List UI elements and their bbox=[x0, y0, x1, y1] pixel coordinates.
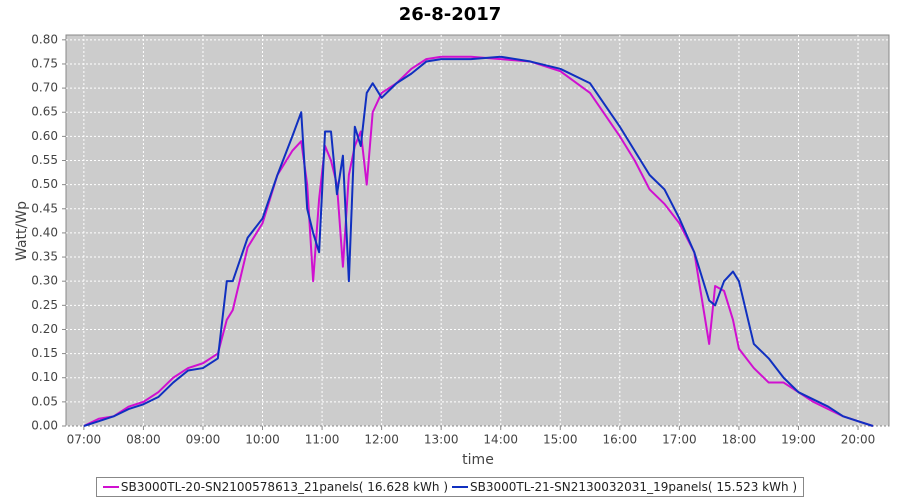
x-tick-label: 14:00 bbox=[483, 433, 518, 447]
x-tick-label: 12:00 bbox=[364, 433, 399, 447]
x-tick-label: 09:00 bbox=[186, 433, 221, 447]
y-tick-label: 0.25 bbox=[31, 298, 58, 312]
y-tick-label: 0.35 bbox=[31, 250, 58, 264]
series-line bbox=[83, 55, 874, 427]
x-axis-label: time bbox=[462, 452, 494, 468]
x-tick-label: 20:00 bbox=[841, 433, 876, 447]
y-tick-label: 0.40 bbox=[31, 225, 58, 239]
y-tick-label: 0.15 bbox=[31, 346, 58, 360]
legend-item: SB3000TL-21-SN2130032031_19panels( 15.52… bbox=[452, 480, 797, 494]
legend-box: SB3000TL-20-SN2100578613_21panels( 16.62… bbox=[95, 477, 805, 497]
y-tick-label: 0.50 bbox=[31, 177, 58, 191]
legend-label: SB3000TL-20-SN2100578613_21panels( 16.62… bbox=[120, 480, 448, 494]
legend-swatch bbox=[452, 486, 468, 488]
y-tick-label: 0.60 bbox=[31, 129, 58, 143]
y-tick-label: 0.30 bbox=[31, 274, 58, 288]
y-tick-label: 0.75 bbox=[31, 56, 58, 70]
y-axis-label: Watt/Wp bbox=[14, 201, 30, 261]
y-tick-label: 0.55 bbox=[31, 153, 58, 167]
series-line bbox=[83, 55, 874, 427]
chart: 26-8-2017 time Watt/Wp 0.00 0.05 0.10 0.15 0… bbox=[14, 4, 890, 468]
chart-title: 26-8-2017 bbox=[399, 4, 502, 25]
x-tick-label: 13:00 bbox=[424, 433, 459, 447]
y-tick-label: 0.70 bbox=[31, 81, 58, 95]
y-tick-label: 0.65 bbox=[31, 105, 58, 119]
x-tick-label: 15:00 bbox=[543, 433, 578, 447]
y-tick-label: 0.05 bbox=[31, 394, 58, 408]
x-tick-label: 11:00 bbox=[305, 433, 340, 447]
y-tick-label: 0.10 bbox=[31, 370, 58, 384]
x-tick-label: 10:00 bbox=[245, 433, 280, 447]
x-tick-label: 18:00 bbox=[722, 433, 757, 447]
legend-swatch bbox=[102, 486, 119, 488]
x-tick-label: 16:00 bbox=[603, 433, 638, 447]
legend-item: SB3000TL-20-SN2100578613_21panels( 16.62… bbox=[102, 480, 448, 494]
y-tick-label: 0.80 bbox=[31, 32, 58, 46]
y-tick-label: 0.45 bbox=[31, 201, 58, 215]
legend-label: SB3000TL-21-SN2130032031_19panels( 15.52… bbox=[470, 480, 798, 494]
x-tick-label: 17:00 bbox=[662, 433, 697, 447]
x-tick-label: 07:00 bbox=[67, 433, 102, 447]
x-tick-label: 19:00 bbox=[781, 433, 816, 447]
legend: SB3000TL-20-SN2100578613_21panels( 16.62… bbox=[0, 477, 900, 497]
y-tick-label: 0.00 bbox=[31, 419, 58, 433]
x-tick-label: 08:00 bbox=[126, 433, 161, 447]
y-tick-label: 0.20 bbox=[31, 322, 58, 336]
